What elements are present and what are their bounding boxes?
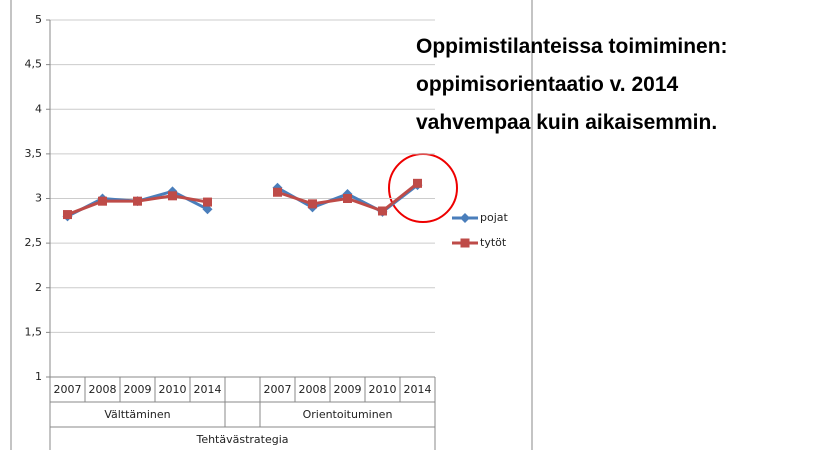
x-tick-label: 2007	[264, 383, 292, 396]
highlight-circle	[388, 153, 458, 223]
y-tick-label: 2	[35, 281, 42, 294]
x-tick-label: 2010	[369, 383, 397, 396]
x-tick-label: 2014	[194, 383, 222, 396]
marker	[343, 194, 352, 203]
marker	[378, 206, 387, 216]
annotation: oppimisorientaatio v. 2014	[416, 73, 679, 96]
marker	[63, 210, 72, 220]
group-label: Välttäminen	[104, 408, 170, 421]
marker	[413, 178, 422, 188]
y-tick-label: 2,5	[25, 236, 43, 249]
y-tick-label: 3	[35, 192, 42, 205]
legend-label: pojat	[480, 211, 509, 224]
marker	[98, 196, 107, 206]
x-tick-label: 2010	[159, 383, 187, 396]
x-tick-label: 2007	[54, 383, 82, 396]
x-tick-label: 2014	[404, 383, 432, 396]
marker	[168, 191, 177, 201]
x-tick-label: 2008	[299, 383, 327, 396]
group-label: Orientoituminen	[303, 408, 393, 421]
marker	[203, 197, 212, 207]
y-tick-label: 4,5	[25, 58, 43, 71]
y-tick-label: 4	[35, 102, 42, 115]
x-tick-label: 2009	[334, 383, 362, 396]
group-title: Tehtävästrategia	[195, 433, 288, 446]
annotation: vahvempaa kuin aikaisemmin.	[416, 111, 717, 134]
y-tick-label: 1,5	[25, 325, 43, 338]
marker	[460, 238, 470, 248]
y-tick-label: 3,5	[25, 147, 43, 160]
marker	[460, 213, 470, 223]
y-tick-label: 5	[35, 13, 42, 26]
y-tick-label: 1	[35, 370, 42, 383]
legend-label: tytöt	[480, 236, 507, 249]
x-tick-label: 2009	[124, 383, 152, 396]
marker	[133, 196, 142, 206]
marker	[202, 204, 213, 215]
x-tick-label: 2008	[89, 383, 117, 396]
marker	[308, 199, 317, 209]
marker	[273, 187, 282, 197]
annotation: Oppimistilanteissa toimiminen:	[416, 35, 728, 58]
